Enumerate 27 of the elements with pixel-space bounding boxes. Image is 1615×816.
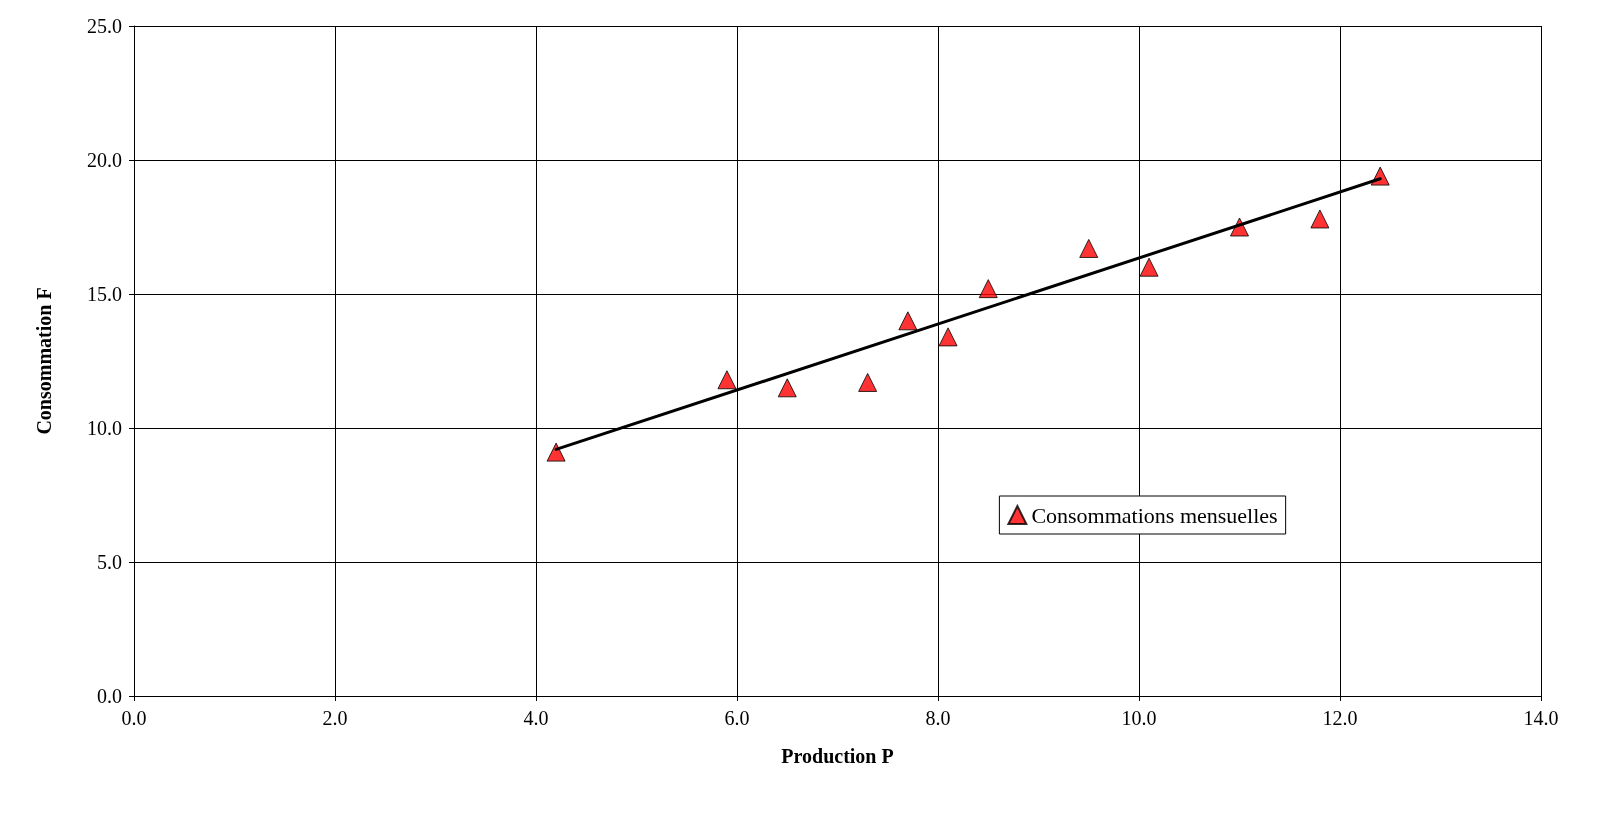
y-tick-label: 5.0 <box>97 551 122 573</box>
y-tick-label: 25.0 <box>87 15 122 37</box>
point <box>898 311 918 331</box>
point <box>717 370 737 390</box>
point <box>546 442 566 462</box>
y-tick-label: 20.0 <box>87 149 122 171</box>
x-tick-label: 8.0 <box>925 707 951 729</box>
x-tick-label: 12.0 <box>1322 707 1358 729</box>
point <box>1310 209 1330 229</box>
point <box>858 372 878 392</box>
y-tick-label: 0.0 <box>97 685 122 707</box>
x-tick-label: 4.0 <box>523 707 549 729</box>
x-tick-label: 14.0 <box>1523 707 1559 729</box>
x-tick-label: 10.0 <box>1121 707 1157 729</box>
x-tick-label: 6.0 <box>724 707 750 729</box>
y-tick-label: 10.0 <box>87 417 122 439</box>
x-tick-label: 2.0 <box>322 707 348 729</box>
point <box>1139 257 1159 277</box>
y-axis-title: Consommation F <box>33 287 55 435</box>
point <box>1079 238 1099 258</box>
point <box>777 378 797 398</box>
y-tick-label: 15.0 <box>87 283 122 305</box>
point <box>978 279 998 299</box>
legend-label: Consommations mensuelles <box>1031 502 1278 528</box>
x-tick-label: 0.0 <box>121 707 147 729</box>
point <box>938 327 958 347</box>
x-axis-title: Production P <box>781 745 894 767</box>
